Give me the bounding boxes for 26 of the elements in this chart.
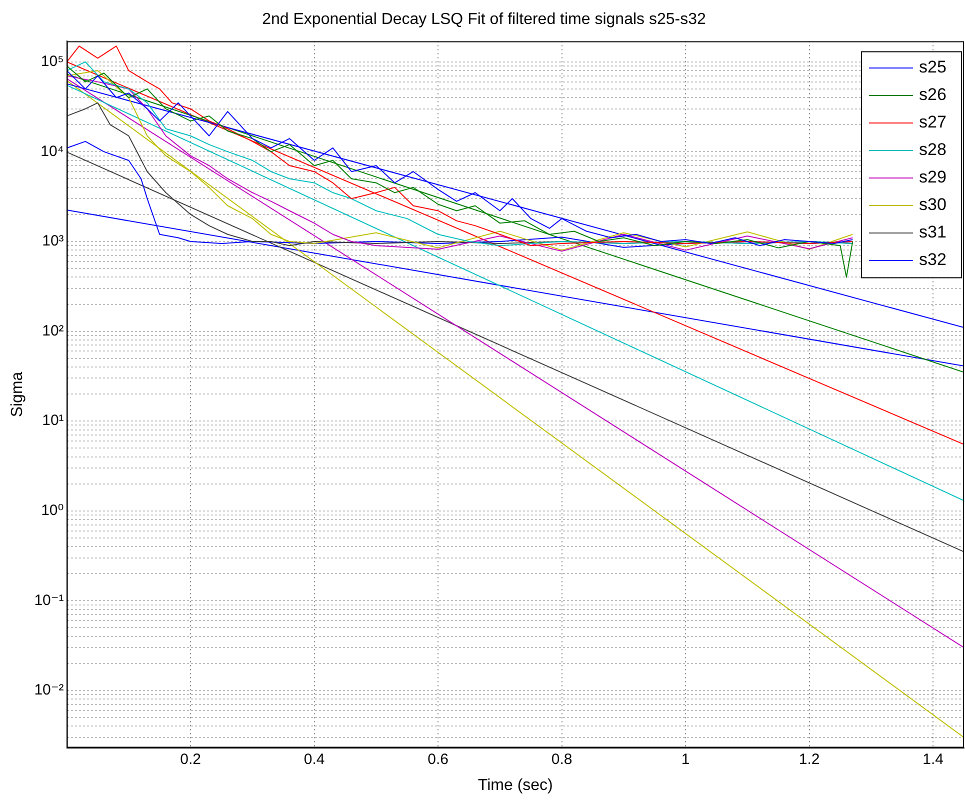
y-tick-label: 10³ bbox=[42, 232, 64, 250]
x-tick-label: 1 bbox=[681, 750, 690, 768]
legend-label: s29 bbox=[919, 168, 946, 187]
chart-title: 2nd Exponential Decay LSQ Fit of filtered time signals s25-s32 bbox=[262, 11, 706, 28]
y-tick-label: 10⁴ bbox=[40, 142, 64, 160]
x-tick-label: 0.2 bbox=[180, 750, 201, 768]
legend-label: s32 bbox=[919, 250, 946, 270]
y-tick-label: 10⁻¹ bbox=[34, 592, 64, 609]
y-tick-label: 10⁰ bbox=[41, 502, 64, 520]
x-tick-label: 1.4 bbox=[922, 750, 944, 768]
legend-label: s25 bbox=[919, 58, 946, 77]
y-axis-title: Sigma bbox=[9, 372, 26, 418]
y-tick-label: 10² bbox=[42, 322, 64, 340]
x-axis-title: Time (sec) bbox=[478, 776, 553, 794]
legend-label: s28 bbox=[919, 140, 946, 160]
legend-label: s31 bbox=[919, 222, 946, 242]
y-tick-label: 10¹ bbox=[42, 412, 64, 430]
x-tick-label: 0.8 bbox=[551, 750, 572, 768]
legend-label: s26 bbox=[919, 85, 946, 104]
y-tick-label: 10⁻² bbox=[34, 682, 64, 699]
legend-label: s27 bbox=[919, 112, 946, 132]
y-tick-label: 10⁵ bbox=[40, 53, 64, 70]
x-tick-label: 0.4 bbox=[304, 750, 325, 768]
x-tick-label: 1.2 bbox=[798, 750, 820, 768]
legend-label: s30 bbox=[919, 195, 946, 214]
x-tick-label: 0.6 bbox=[428, 750, 448, 768]
